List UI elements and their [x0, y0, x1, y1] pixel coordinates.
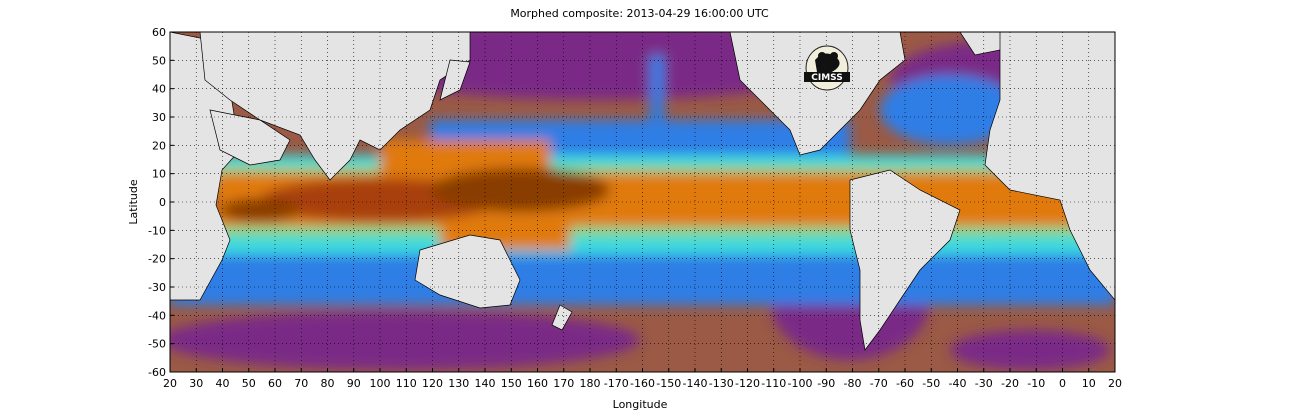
x-tick-label: -90	[817, 377, 835, 390]
continents	[170, 32, 1115, 351]
x-tick-label: -30	[975, 377, 993, 390]
x-tick-label: -160	[630, 377, 655, 390]
map-field	[170, 32, 1115, 372]
x-tick-label: -140	[683, 377, 708, 390]
y-tick-label: -60	[148, 366, 166, 379]
x-tick-label: 130	[448, 377, 469, 390]
x-tick-label: 10	[1082, 377, 1096, 390]
north-america-land	[729, 32, 906, 156]
x-tick-label: 80	[321, 377, 335, 390]
y-tick-label: 50	[152, 54, 166, 67]
southern-ocean-dry-1	[170, 310, 640, 370]
x-tick-label: 160	[527, 377, 548, 390]
x-tick-label: 20	[163, 377, 177, 390]
x-tick-label: 120	[422, 377, 443, 390]
x-tick-label: -80	[844, 377, 862, 390]
x-tick-label: -130	[709, 377, 734, 390]
x-tick-label: -120	[735, 377, 760, 390]
y-tick-label: 60	[152, 26, 166, 39]
x-tick-label: -170	[604, 377, 629, 390]
x-tick-label: 20	[1108, 377, 1122, 390]
logo-text: CIMSS	[811, 73, 842, 83]
y-axis-ticks: 60 50 40 30 20 10 0 -10 -20 -30 -40 -50 -60	[148, 26, 174, 379]
australia-land	[414, 234, 521, 309]
x-tick-label: 150	[501, 377, 522, 390]
dotted-grid	[170, 32, 1115, 372]
warm-pool-wet	[430, 168, 610, 212]
y-tick-label: -30	[148, 281, 166, 294]
y-tick-label: 40	[152, 83, 166, 96]
x-tick-label: 100	[370, 377, 391, 390]
y-tick-label: 0	[159, 196, 166, 209]
x-tick-label: -60	[896, 377, 914, 390]
x-tick-label: 50	[242, 377, 256, 390]
x-tick-label: -50	[922, 377, 940, 390]
y-tick-label: 10	[152, 168, 166, 181]
y-tick-label: 20	[152, 139, 166, 152]
x-tick-label: -70	[870, 377, 888, 390]
y-tick-label: -20	[148, 253, 166, 266]
cimss-logo: CIMSS	[804, 45, 850, 91]
pacific-plume	[650, 55, 664, 135]
x-tick-label: -110	[761, 377, 786, 390]
x-tick-label: 180	[580, 377, 601, 390]
x-tick-label: 0	[1059, 377, 1066, 390]
x-tick-label: -20	[1001, 377, 1019, 390]
y-tick-label: -40	[148, 309, 166, 322]
atlantic-moist-swirl	[880, 75, 1020, 145]
x-axis-label: Longitude	[612, 398, 668, 411]
west-indian-wet	[220, 198, 300, 222]
x-tick-label: 110	[396, 377, 417, 390]
y-tick-label: -50	[148, 338, 166, 351]
x-tick-label: -10	[1027, 377, 1045, 390]
x-tick-label: 30	[189, 377, 203, 390]
x-tick-label: 140	[475, 377, 496, 390]
x-tick-label: 170	[553, 377, 574, 390]
x-tick-label: -100	[788, 377, 813, 390]
x-tick-label: -150	[656, 377, 681, 390]
japan-land	[439, 59, 471, 101]
y-tick-label: -10	[148, 224, 166, 237]
west-africa-land	[984, 32, 1115, 301]
new-zealand-land	[551, 304, 573, 331]
x-tick-label: 90	[347, 377, 361, 390]
x-tick-label: 60	[268, 377, 282, 390]
x-tick-label: 40	[216, 377, 230, 390]
map-title: Morphed composite: 2013-04-29 16:00:00 U…	[510, 7, 769, 20]
x-tick-label: -40	[949, 377, 967, 390]
southern-ocean-dry-2	[950, 330, 1110, 370]
x-axis-ticks: 20 30 40 50 60 70 80 90 100 110 120 130 140 150 160 170…	[163, 368, 1122, 390]
x-tick-label: 70	[294, 377, 308, 390]
y-tick-label: 30	[152, 111, 166, 124]
